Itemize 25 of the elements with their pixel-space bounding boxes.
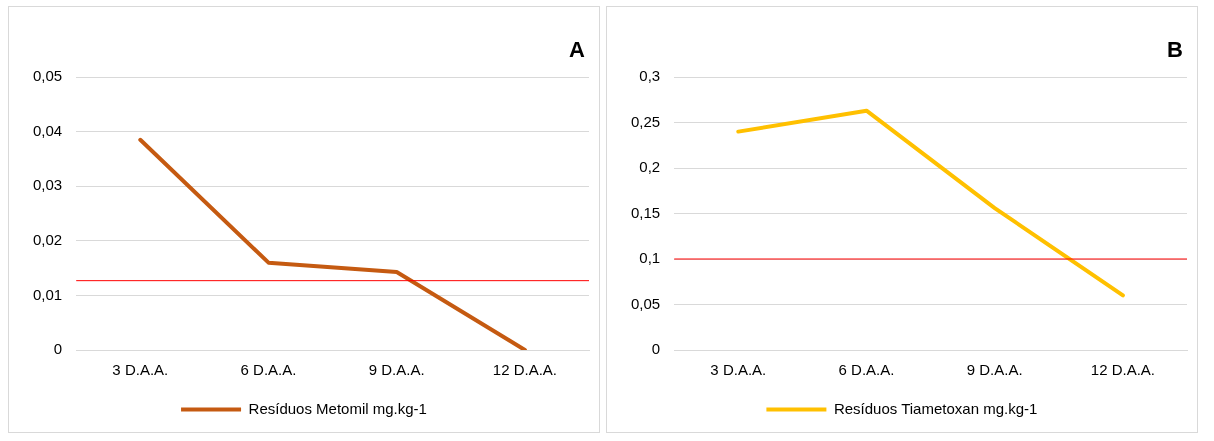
- y-tick-label: 0,02: [32, 230, 63, 248]
- y-tick-label: 0: [53, 340, 63, 358]
- x-tick-label: 3 D.A.A.: [112, 361, 169, 379]
- x-tick-label: 9 D.A.A.: [966, 361, 1023, 379]
- y-tick-label: 0,2: [639, 158, 661, 176]
- y-tick-label: 0,04: [32, 121, 63, 139]
- x-tick-label: 12 D.A.A.: [492, 361, 557, 379]
- x-tick-label: 12 D.A.A.: [1090, 361, 1155, 379]
- x-tick-label: 6 D.A.A.: [838, 361, 895, 379]
- legend-label: Resíduos Metomil mg.kg-1: [248, 399, 427, 417]
- y-tick-label: 0,05: [32, 67, 63, 85]
- y-tick-label: 0,05: [630, 294, 661, 312]
- y-tick-label: 0,1: [639, 249, 661, 267]
- y-tick-label: 0,03: [32, 176, 63, 194]
- x-tick-label: 9 D.A.A.: [368, 361, 425, 379]
- x-tick-label: 3 D.A.A.: [710, 361, 767, 379]
- y-tick-label: 0: [651, 340, 661, 358]
- y-tick-label: 0,3: [639, 67, 661, 85]
- legend-label: Resíduos Tiametoxan mg.kg-1: [833, 399, 1038, 417]
- y-tick-label: 0,01: [32, 285, 63, 303]
- text: B: [1167, 37, 1183, 63]
- y-tick-label: 0,25: [630, 112, 661, 130]
- text: A: [569, 37, 585, 63]
- x-tick-label: 6 D.A.A.: [240, 361, 297, 379]
- y-tick-label: 0,15: [630, 203, 661, 221]
